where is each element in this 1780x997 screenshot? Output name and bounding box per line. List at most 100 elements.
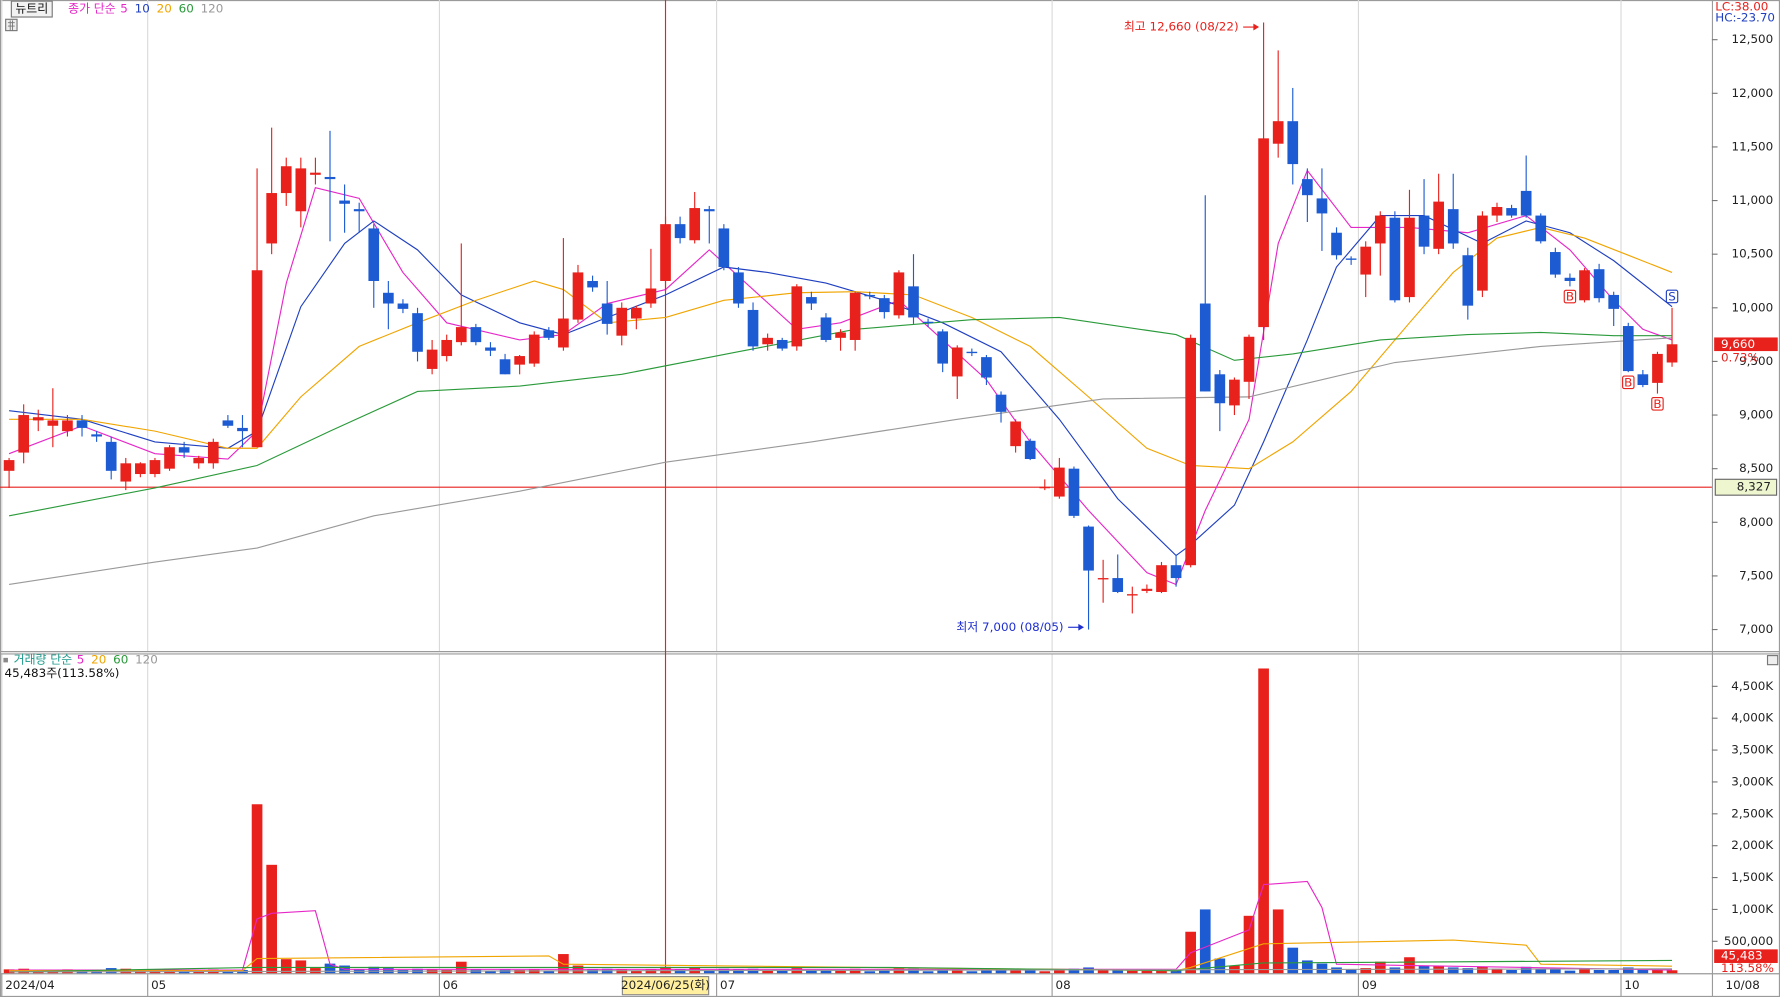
stock-name[interactable]: 뉴트리: [15, 2, 48, 16]
volume-bar: [1287, 947, 1299, 974]
volume-bar: [966, 971, 978, 974]
volume-bar: [1608, 969, 1620, 974]
volume-bar: [1360, 968, 1372, 974]
pane-button[interactable]: [1766, 655, 1779, 666]
candle-body: [280, 166, 292, 194]
stock-name-box[interactable]: [10, 0, 53, 18]
y-tick-label: 4,000K: [1731, 711, 1774, 725]
candle-body: [820, 317, 832, 340]
extreme-annotation: 최저 7,000 (08/05): [956, 620, 1063, 634]
candle-body: [455, 327, 467, 343]
candle-body: [485, 347, 496, 351]
volume-bar: [1302, 960, 1313, 974]
candle-body: [1097, 578, 1109, 580]
volume-bar: [1374, 961, 1386, 974]
volume-bar: [1506, 969, 1517, 974]
candle-body: [966, 351, 978, 354]
x-tick-label: 05: [151, 978, 166, 992]
candle-body: [1112, 578, 1124, 593]
signal-box: [1665, 289, 1679, 304]
y-tick-label: 9,000: [1739, 408, 1773, 422]
extreme-annotation: 최고 12,660 (08/22): [1124, 20, 1239, 34]
moving-average-line: [9, 939, 1673, 972]
candle-body: [397, 303, 409, 309]
candle-body: [1170, 565, 1182, 579]
indicator-label: LC:38.00: [1715, 0, 1768, 13]
candle-body: [937, 331, 949, 364]
candle-body: [91, 434, 102, 437]
volume-bar: [922, 971, 934, 974]
candle-body: [193, 457, 205, 464]
candle-body: [1564, 277, 1576, 281]
candle-body: [353, 209, 365, 212]
volume-bar: [1535, 968, 1547, 974]
candle-body: [1141, 588, 1153, 591]
candle-body: [645, 288, 657, 304]
y-tick-label: 2,000K: [1731, 838, 1774, 852]
candle-body: [922, 321, 934, 324]
candle-body: [1331, 232, 1342, 256]
candle-body: [718, 228, 730, 268]
volume-bar: [368, 966, 380, 974]
signal-box: [1651, 397, 1664, 411]
volume-bar: [1272, 909, 1284, 974]
volume-bar: [1564, 970, 1576, 974]
candle-body: [1302, 179, 1313, 196]
volume-bar: [280, 959, 292, 974]
candle-body: [1039, 486, 1051, 489]
volume-bar: [1054, 969, 1065, 974]
candle-body: [3, 460, 15, 471]
volume-bar: [1593, 969, 1605, 974]
y-tick-label: 7,000: [1739, 622, 1773, 636]
volume-bar: [1010, 969, 1021, 974]
candle-body: [893, 272, 905, 316]
candle-body: [1345, 258, 1357, 260]
candle-body: [1404, 217, 1415, 298]
y-tick-label: 11,000: [1731, 193, 1773, 207]
candle-body: [1447, 209, 1459, 244]
candle-body: [1491, 206, 1503, 216]
candle-body: [1462, 255, 1474, 306]
volume-ratio-label: 113.58%: [1721, 961, 1774, 975]
moving-average-line: [9, 959, 1673, 973]
volume-bar: [1520, 966, 1532, 974]
signal-label: B: [1566, 290, 1574, 304]
candle-body: [1637, 374, 1649, 386]
candle-body: [1054, 467, 1065, 497]
candle-body: [1214, 374, 1226, 404]
legend-entry: 120: [201, 2, 224, 16]
volume-bar: [995, 969, 1007, 974]
candle-body: [1156, 565, 1167, 593]
candle-body: [1316, 198, 1328, 214]
candle-body: [1083, 526, 1094, 571]
candle-body: [237, 427, 248, 432]
last-volume-label: 45,483: [1721, 949, 1763, 963]
legend-entry: 60: [113, 653, 128, 667]
candle-body: [1374, 215, 1386, 244]
candle-body: [543, 330, 555, 338]
grid-icon[interactable]: [5, 18, 18, 32]
candle-body: [251, 270, 263, 448]
volume-bar: [295, 960, 307, 974]
candle-body: [441, 339, 453, 357]
annotation-arrowhead: [1253, 23, 1260, 31]
crosshair-date-box: [621, 976, 710, 996]
volume-bar: [1258, 668, 1269, 974]
volume-bar: [908, 968, 919, 974]
signal-box: [1622, 375, 1635, 390]
candle-body: [339, 200, 350, 204]
volume-bar: [251, 804, 263, 974]
candle-body: [806, 297, 817, 304]
y-tick-label: 10,000: [1731, 300, 1773, 314]
y-tick-label: 1,500K: [1731, 870, 1774, 884]
moving-average-line: [9, 968, 1673, 973]
candle-body: [1520, 190, 1532, 216]
legend-title: 거래량 단순: [14, 653, 73, 667]
candle-body: [1229, 379, 1240, 406]
annotation-arrowhead: [1078, 623, 1085, 631]
y-tick-label: 500,000: [1724, 934, 1773, 948]
candle-body: [1550, 252, 1561, 275]
candle-body: [207, 441, 219, 464]
